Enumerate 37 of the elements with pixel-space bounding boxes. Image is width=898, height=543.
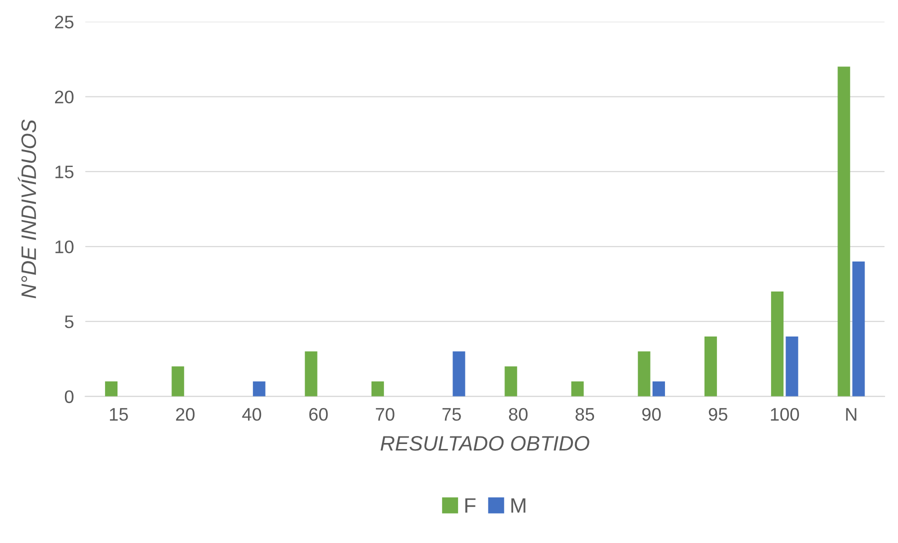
bar	[771, 291, 784, 396]
bar	[704, 336, 717, 396]
y-tick-label: 20	[55, 90, 74, 104]
x-tick-label: 70	[376, 408, 394, 421]
x-tick-label: 90	[642, 408, 661, 421]
x-tick-label: 40	[242, 408, 262, 421]
bar	[304, 351, 318, 396]
bar	[786, 336, 798, 396]
x-tick-label: 100	[770, 408, 799, 421]
y-tick-label: 25	[55, 16, 74, 28]
y-tick-label: 5	[64, 316, 74, 328]
x-tick-label: N	[846, 408, 856, 421]
bar	[571, 381, 584, 396]
y-tick-label: 10	[55, 240, 74, 254]
bar	[838, 66, 850, 396]
legend-label: M	[511, 498, 526, 513]
x-tick-label: 20	[176, 408, 195, 421]
bar	[105, 381, 118, 396]
x-tick-label: 15	[110, 408, 128, 421]
bar	[371, 381, 384, 396]
bar	[652, 381, 665, 396]
bar	[852, 262, 865, 396]
legend-label: F	[465, 498, 476, 513]
x-tick-label: 95	[708, 408, 728, 421]
bar	[172, 366, 184, 396]
x-tick-label: 60	[309, 408, 328, 421]
y-tick-label: 15	[55, 166, 74, 178]
bar	[638, 351, 650, 396]
bar	[504, 366, 518, 396]
y-axis-title: N°DE INDIVÍDUOS	[18, 119, 36, 298]
bar	[452, 351, 466, 396]
x-tick-label: 75	[442, 408, 461, 421]
y-tick-label: 0	[64, 390, 74, 404]
x-tick-label: 85	[576, 408, 594, 421]
x-tick-label: 80	[508, 408, 528, 421]
x-axis-title: RESULTADO OBTIDO	[380, 436, 590, 451]
bar	[252, 381, 266, 396]
